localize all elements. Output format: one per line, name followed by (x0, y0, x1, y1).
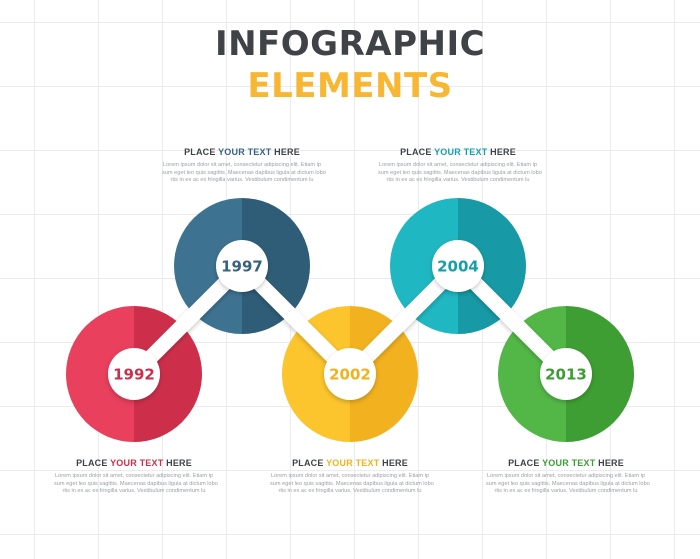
infographic-title: INFOGRAPHIC (214, 24, 486, 64)
year-label-2013: 2013 (545, 366, 587, 384)
step-circle-2004 (390, 198, 526, 334)
year-label-1992: 1992 (113, 366, 155, 384)
text-block-line: sum eget leo quis sagittis. Maecenas dap… (378, 169, 542, 176)
step-circle-right-half (242, 198, 310, 334)
text-block-2004: PLACE YOUR TEXT HERE Lorem ipsum dolor s… (378, 146, 542, 185)
text-block-heading: PLACE YOUR TEXT HERE (400, 147, 516, 157)
text-block-line: Lorem ipsum dolor sit amet, consectetur … (55, 473, 213, 479)
text-block-line: sum eget leo quis sagittis. Maecenas dap… (486, 480, 650, 487)
step-circle-left-half (66, 306, 134, 442)
step-circle-2002 (282, 306, 418, 442)
text-block-line: rtis in ex ac ex fringilla varius. Vesti… (386, 177, 530, 184)
text-block-line: Lorem ipsum dolor sit amet, consectetur … (163, 162, 321, 168)
text-block-line: Lorem ipsum dolor sit amet, consectetur … (379, 162, 537, 168)
year-marker-1997: 1997 (216, 240, 268, 292)
text-block-heading: PLACE YOUR TEXT HERE (76, 458, 192, 468)
step-circle-left-half (174, 198, 242, 334)
text-block-line: sum eget leo quis sagittis. Maecenas dap… (54, 480, 218, 487)
year-marker-2013: 2013 (540, 348, 592, 400)
text-block-line: rtis in ex ac ex fringilla varius. Vesti… (494, 488, 638, 495)
step-circle-right-half (458, 198, 526, 334)
year-label-1997: 1997 (221, 258, 263, 276)
text-block-1992: PLACE YOUR TEXT HERE Lorem ipsum dolor s… (54, 457, 218, 496)
text-block-line: Lorem ipsum dolor sit amet, consectetur … (271, 473, 429, 479)
text-block-heading: PLACE YOUR TEXT HERE (184, 147, 300, 157)
year-marker-2004: 2004 (432, 240, 484, 292)
text-block-line: Lorem ipsum dolor sit amet, consectetur … (487, 473, 645, 479)
step-circle-left-half (390, 198, 458, 334)
text-block-2013: PLACE YOUR TEXT HERE Lorem ipsum dolor s… (486, 457, 650, 496)
text-block-1997: PLACE YOUR TEXT HERE Lorem ipsum dolor s… (162, 146, 326, 185)
step-circle-1997 (174, 198, 310, 334)
text-block-2002: PLACE YOUR TEXT HERE Lorem ipsum dolor s… (270, 457, 434, 496)
text-block-heading: PLACE YOUR TEXT HERE (508, 458, 624, 468)
text-block-line: rtis in ex ac ex fringilla varius. Vesti… (278, 488, 422, 495)
step-circle-1992 (66, 306, 202, 442)
step-circle-right-half (566, 306, 634, 442)
text-block-line: sum eget leo quis sagittis. Maecenas dap… (162, 169, 326, 176)
year-marker-2002: 2002 (324, 348, 376, 400)
year-label-2004: 2004 (437, 258, 479, 276)
step-circle-2013 (498, 306, 634, 442)
year-marker-1992: 1992 (108, 348, 160, 400)
step-circle-left-half (282, 306, 350, 442)
text-block-line: sum eget leo quis sagittis. Maecenas dap… (270, 480, 434, 487)
step-circle-right-half (350, 306, 418, 442)
step-circle-right-half (134, 306, 202, 442)
step-circle-left-half (498, 306, 566, 442)
text-block-line: rtis in ex ac ex fringilla varius. Vesti… (170, 177, 314, 184)
text-block-heading: PLACE YOUR TEXT HERE (292, 458, 408, 468)
year-label-2002: 2002 (329, 366, 371, 384)
infographic-subtitle: ELEMENTS (247, 66, 453, 106)
text-block-line: rtis in ex ac ex fringilla varius. Vesti… (62, 488, 206, 495)
